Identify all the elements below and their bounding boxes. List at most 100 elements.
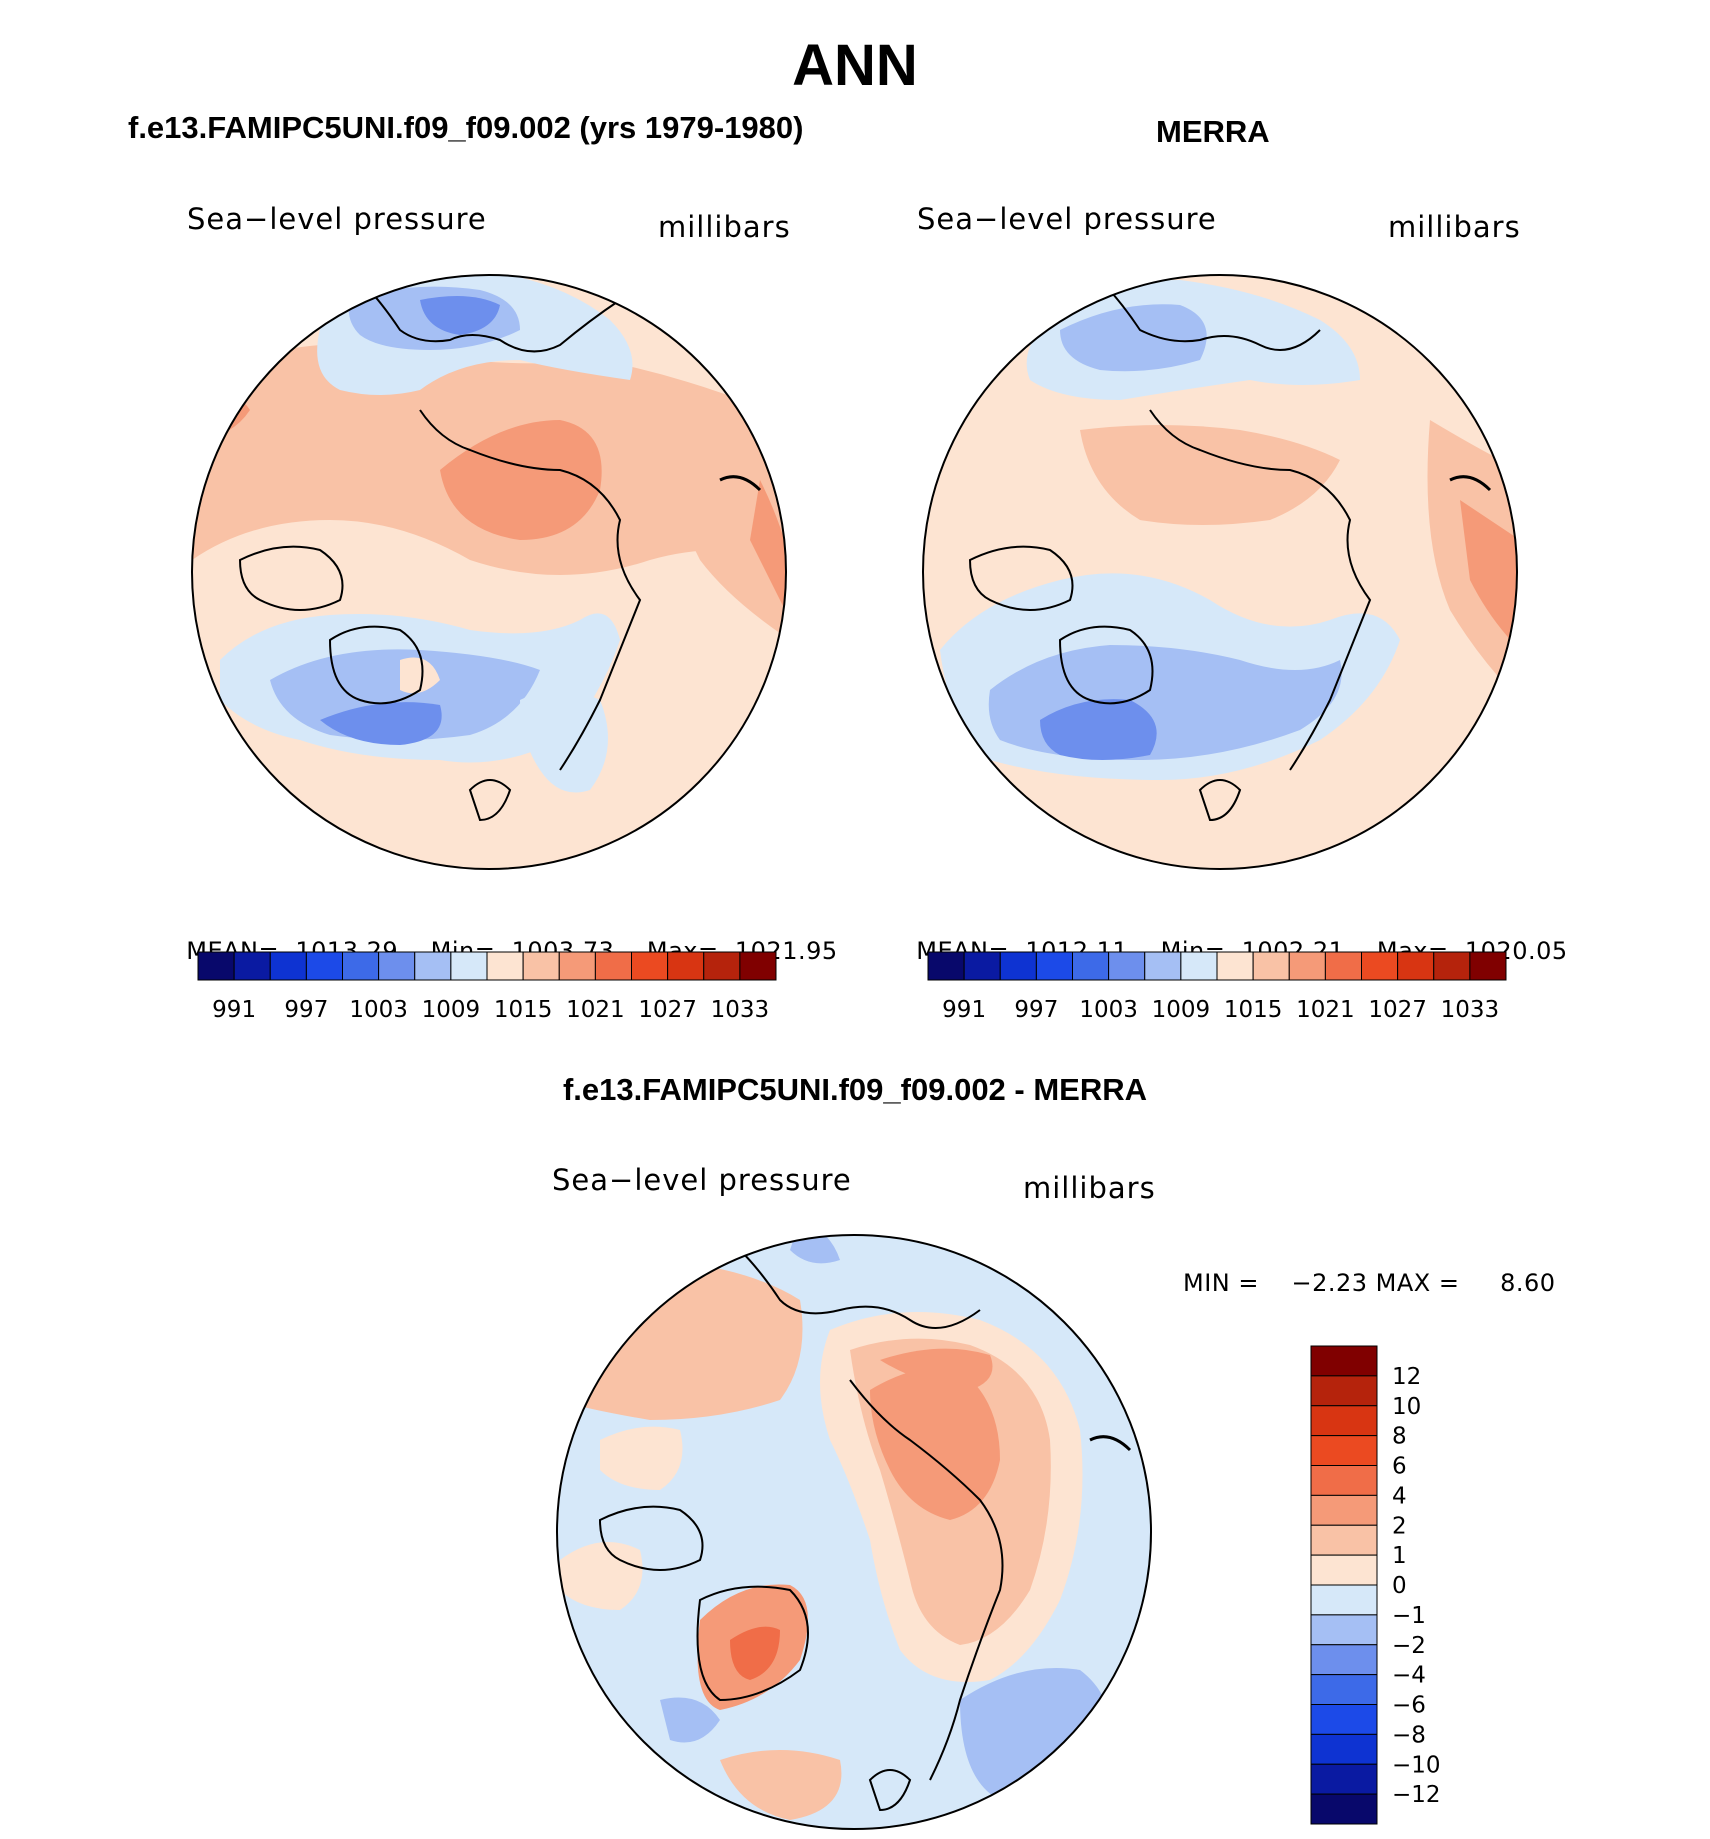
colorbar-swatch bbox=[1252, 951, 1290, 981]
colorbar-tick-label: −8 bbox=[1392, 1722, 1426, 1748]
colorbar-swatch bbox=[342, 951, 380, 981]
colorbar-swatch bbox=[1310, 1375, 1378, 1407]
colorbar-swatch bbox=[378, 951, 416, 981]
panel-1-field-label: Sea−level pressure bbox=[187, 202, 487, 236]
colorbar-swatch bbox=[1035, 951, 1073, 981]
panel-2-field-label: Sea−level pressure bbox=[917, 202, 1217, 236]
colorbar-tick-label: 1021 bbox=[1296, 997, 1355, 1023]
colorbar-tick-label: 1009 bbox=[1152, 997, 1211, 1023]
colorbar-tick-label: 12 bbox=[1392, 1364, 1421, 1390]
colorbar-tick-label: 4 bbox=[1392, 1483, 1407, 1509]
colorbar-swatch bbox=[414, 951, 452, 981]
panel-2-title: MERRA bbox=[1156, 114, 1270, 149]
colorbar-tick-label: 1015 bbox=[494, 997, 553, 1023]
colorbar-swatch bbox=[631, 951, 669, 981]
colorbar-swatch bbox=[1310, 1674, 1378, 1705]
panel-1-map-border bbox=[191, 274, 787, 870]
colorbar-swatch bbox=[486, 951, 524, 981]
panel-1-units: millibars bbox=[658, 210, 791, 244]
panel-1-map bbox=[192, 275, 786, 869]
colorbar-swatch bbox=[1310, 1405, 1378, 1437]
colorbar-swatch bbox=[1433, 951, 1471, 981]
panel-1-title: f.e13.FAMIPC5UNI.f09_f09.002 (yrs 1979-1… bbox=[128, 110, 804, 145]
colorbar-swatch bbox=[1288, 951, 1326, 981]
colorbar-tick-label: −2 bbox=[1392, 1633, 1426, 1659]
colorbar-swatch bbox=[1397, 951, 1435, 981]
colorbar-tick-label: 997 bbox=[1014, 997, 1058, 1023]
colorbar-swatch bbox=[1108, 951, 1146, 981]
panel-2-map bbox=[923, 275, 1517, 869]
colorbar-tick-label: −6 bbox=[1392, 1693, 1426, 1719]
colorbar-swatch bbox=[1361, 951, 1399, 981]
colorbar-tick-label: 997 bbox=[284, 997, 328, 1023]
colorbar-tick-label: −12 bbox=[1392, 1782, 1441, 1808]
colorbar-swatch bbox=[1310, 1704, 1378, 1735]
colorbar-tick-label: 1021 bbox=[566, 997, 625, 1023]
colorbar-tick-label: 1027 bbox=[1368, 997, 1427, 1023]
panel-3-units: millibars bbox=[1023, 1171, 1156, 1205]
colorbar-swatch bbox=[1469, 951, 1507, 981]
colorbar-tick-label: 8 bbox=[1392, 1424, 1407, 1450]
colorbar-swatch bbox=[450, 951, 488, 981]
colorbar-swatch bbox=[1180, 951, 1218, 981]
colorbar-swatch bbox=[233, 951, 271, 981]
colorbar-swatch bbox=[1310, 1644, 1378, 1676]
panel-3-field-label: Sea−level pressure bbox=[552, 1163, 852, 1197]
colorbar-swatch bbox=[1324, 951, 1362, 981]
colorbar-swatch bbox=[1310, 1435, 1378, 1466]
colorbar-swatch bbox=[1310, 1614, 1378, 1646]
colorbar-swatch bbox=[594, 951, 632, 981]
panel-3-map-border bbox=[556, 1234, 1152, 1830]
colorbar-swatch bbox=[739, 951, 777, 981]
colorbar-swatch bbox=[1310, 1793, 1378, 1825]
colorbar-swatch bbox=[963, 951, 1001, 981]
colorbar-tick-label: 1 bbox=[1392, 1543, 1407, 1569]
colorbar-tick-label: 1027 bbox=[638, 997, 697, 1023]
colorbar-swatch bbox=[197, 951, 235, 981]
colorbar-tick-label: 1015 bbox=[1224, 997, 1283, 1023]
colorbar-swatch bbox=[1310, 1554, 1378, 1586]
colorbar-swatch bbox=[522, 951, 560, 981]
figure-title: ANN bbox=[792, 33, 918, 98]
colorbar-tick-label: 1033 bbox=[711, 997, 770, 1023]
colorbar-swatch bbox=[1072, 951, 1110, 981]
colorbar-swatch bbox=[1310, 1345, 1378, 1377]
colorbar-swatch bbox=[558, 951, 596, 981]
colorbar-swatch bbox=[269, 951, 307, 981]
colorbar-swatch bbox=[1310, 1524, 1378, 1556]
panel-2-map-border bbox=[922, 274, 1518, 870]
panel-3-stats: MIN = −2.23 MAX = 8.60 bbox=[1183, 1269, 1556, 1297]
panel-1-colorbar: 991 997 1003 1009 1015 1021 1027 1033 bbox=[197, 951, 777, 1023]
colorbar-tick-label: 1003 bbox=[349, 997, 408, 1023]
colorbar-swatch bbox=[1144, 951, 1182, 981]
colorbar-swatch bbox=[1216, 951, 1254, 981]
panel-3-map bbox=[557, 1235, 1151, 1829]
colorbar-tick-label: 991 bbox=[942, 997, 986, 1023]
colorbar-tick-label: −10 bbox=[1392, 1752, 1441, 1778]
colorbar-swatch bbox=[305, 951, 343, 981]
colorbar-tick-label: 1009 bbox=[422, 997, 481, 1023]
colorbar-tick-label: 1003 bbox=[1079, 997, 1138, 1023]
colorbar-swatch bbox=[1310, 1763, 1378, 1795]
colorbar-tick-label: 10 bbox=[1392, 1394, 1421, 1420]
colorbar-tick-label: 0 bbox=[1392, 1573, 1407, 1599]
colorbar-tick-label: −4 bbox=[1392, 1663, 1426, 1689]
colorbar-tick-label: 6 bbox=[1392, 1454, 1407, 1480]
colorbar-swatch bbox=[927, 951, 965, 981]
colorbar-swatch bbox=[1310, 1733, 1378, 1765]
colorbar-swatch bbox=[1310, 1494, 1378, 1526]
colorbar-swatch bbox=[999, 951, 1037, 981]
colorbar-tick-label: 2 bbox=[1392, 1513, 1407, 1539]
panel-2-colorbar: 991 997 1003 1009 1015 1021 1027 1033 bbox=[927, 951, 1507, 1023]
colorbar-swatch bbox=[1310, 1584, 1378, 1616]
colorbar-tick-label: 1033 bbox=[1441, 997, 1500, 1023]
colorbar-tick-label: 991 bbox=[212, 997, 256, 1023]
panel-2-units: millibars bbox=[1388, 210, 1521, 244]
colorbar-swatch bbox=[667, 951, 705, 981]
colorbar-swatch bbox=[703, 951, 741, 981]
colorbar-tick-label: −1 bbox=[1392, 1603, 1426, 1629]
panel-3-title: f.e13.FAMIPC5UNI.f09_f09.002 - MERRA bbox=[562, 1072, 1148, 1107]
colorbar-swatch bbox=[1310, 1465, 1378, 1496]
